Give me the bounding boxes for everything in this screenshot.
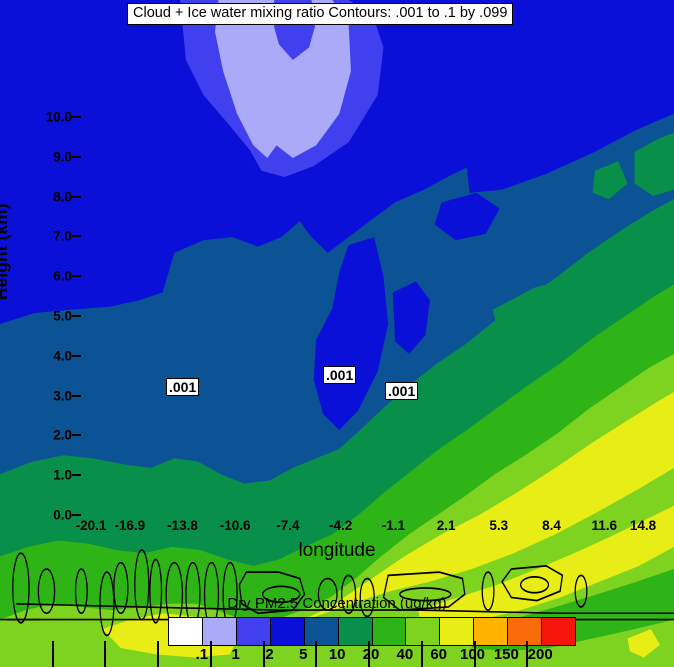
x-axis-tick-label: -1.1 bbox=[381, 518, 405, 533]
contour-value-label: .001 bbox=[323, 366, 357, 384]
colorbar-swatch bbox=[304, 618, 339, 645]
contour-value-label: .001 bbox=[385, 382, 419, 400]
colorbar-swatch bbox=[236, 618, 271, 645]
colorbar-tick-label: 60 bbox=[430, 646, 447, 663]
y-axis-ticks: 10.0 9.0 8.0 7.0 6.0 5.0 4.0 3.0 2.0 1.0 0.0 bbox=[0, 93, 81, 523]
colorbar-tick-labels: .1 1 2 5 10 20 40 60 100 150 200 bbox=[168, 646, 574, 666]
y-axis-tick-label: 5.0 bbox=[53, 308, 72, 324]
x-axis-tick-label: 8.4 bbox=[542, 518, 561, 533]
colorbar-swatch bbox=[406, 618, 441, 645]
colorbar-tick-label: 2 bbox=[265, 646, 274, 663]
y-axis-tick-label: 4.0 bbox=[53, 348, 72, 364]
colorbar bbox=[168, 617, 576, 646]
x-axis-tick-label: 14.8 bbox=[629, 518, 657, 533]
y-axis-tick-mark bbox=[72, 275, 81, 278]
y-axis-tick-label: 0.0 bbox=[53, 507, 72, 523]
y-axis-tick-mark bbox=[72, 235, 81, 238]
y-axis-tick-label: 7.0 bbox=[53, 228, 72, 244]
x-axis-tick-label: -7.4 bbox=[276, 518, 300, 533]
x-axis-tick-label: -16.9 bbox=[114, 518, 146, 533]
y-axis-tick-label: 8.0 bbox=[53, 189, 72, 204]
y-axis-tick-label: 9.0 bbox=[53, 149, 72, 165]
x-axis-ticks: -20.1 -16.9 -13.8 -10.6 -7.4 -4.2 -1.1 2.1 5.3 8.… bbox=[75, 518, 657, 540]
y-axis-tick-label: 1.0 bbox=[53, 467, 72, 483]
contour-value-label: .001 bbox=[166, 378, 200, 396]
contour-legend-box: Cloud + Ice water mixing ratio Contours:… bbox=[127, 3, 514, 25]
colorbar-tick-label: 200 bbox=[527, 646, 553, 663]
y-axis-tick-label: 3.0 bbox=[53, 388, 72, 404]
y-axis-tick-label: 6.0 bbox=[53, 268, 72, 284]
x-axis-tick-label: 2.1 bbox=[436, 518, 456, 533]
colorbar-swatch bbox=[202, 618, 237, 645]
colorbar-title: Dry PM2.5 Concentration (ug/kg) bbox=[227, 595, 447, 612]
y-axis-tick-label: 10.0 bbox=[45, 109, 72, 125]
colorbar-tick-label: 100 bbox=[459, 646, 486, 663]
x-axis-tick-label: -20.1 bbox=[75, 518, 107, 533]
colorbar-tick-label: 5 bbox=[299, 646, 308, 663]
colorbar-tick-label: 150 bbox=[493, 646, 519, 663]
colorbar-swatch bbox=[169, 618, 203, 645]
colorbar-swatch bbox=[338, 618, 373, 645]
y-axis-tick-mark bbox=[72, 155, 81, 158]
colorbar-swatch bbox=[440, 618, 475, 645]
colorbar-tick-label: 10 bbox=[328, 646, 346, 663]
colorbar-tick-label: 20 bbox=[362, 646, 380, 663]
y-axis-tick-mark bbox=[72, 354, 81, 357]
colorbar-tick-label: 40 bbox=[396, 646, 414, 663]
x-axis-tick-label: -13.8 bbox=[167, 518, 198, 533]
colorbar-tick-label: 1 bbox=[231, 646, 240, 663]
y-axis-tick-label: 2.0 bbox=[53, 427, 72, 443]
y-axis-label: Height (km) bbox=[0, 203, 11, 300]
colorbar-tick-label: .1 bbox=[195, 646, 209, 663]
y-axis-tick-mark bbox=[72, 514, 81, 516]
y-axis-tick-mark bbox=[72, 474, 81, 477]
y-axis-tick-mark bbox=[72, 394, 81, 397]
x-axis-tick-label: 11.6 bbox=[591, 518, 618, 533]
x-axis-tick-label: -10.6 bbox=[219, 518, 251, 533]
y-axis-tick-mark bbox=[72, 434, 81, 437]
x-axis-label: longitude bbox=[298, 540, 376, 561]
x-axis-tick-label: 5.3 bbox=[489, 518, 509, 533]
colorbar-swatch bbox=[542, 618, 576, 645]
colorbar-swatch bbox=[270, 618, 305, 645]
y-axis-tick-mark bbox=[72, 195, 81, 198]
y-axis-tick-mark bbox=[72, 314, 81, 317]
colorbar-swatch bbox=[508, 618, 543, 645]
y-axis-tick-mark bbox=[72, 115, 81, 118]
x-axis-tick-label: -4.2 bbox=[328, 518, 353, 533]
colorbar-swatch bbox=[372, 618, 407, 645]
colorbar-swatch bbox=[474, 618, 509, 645]
